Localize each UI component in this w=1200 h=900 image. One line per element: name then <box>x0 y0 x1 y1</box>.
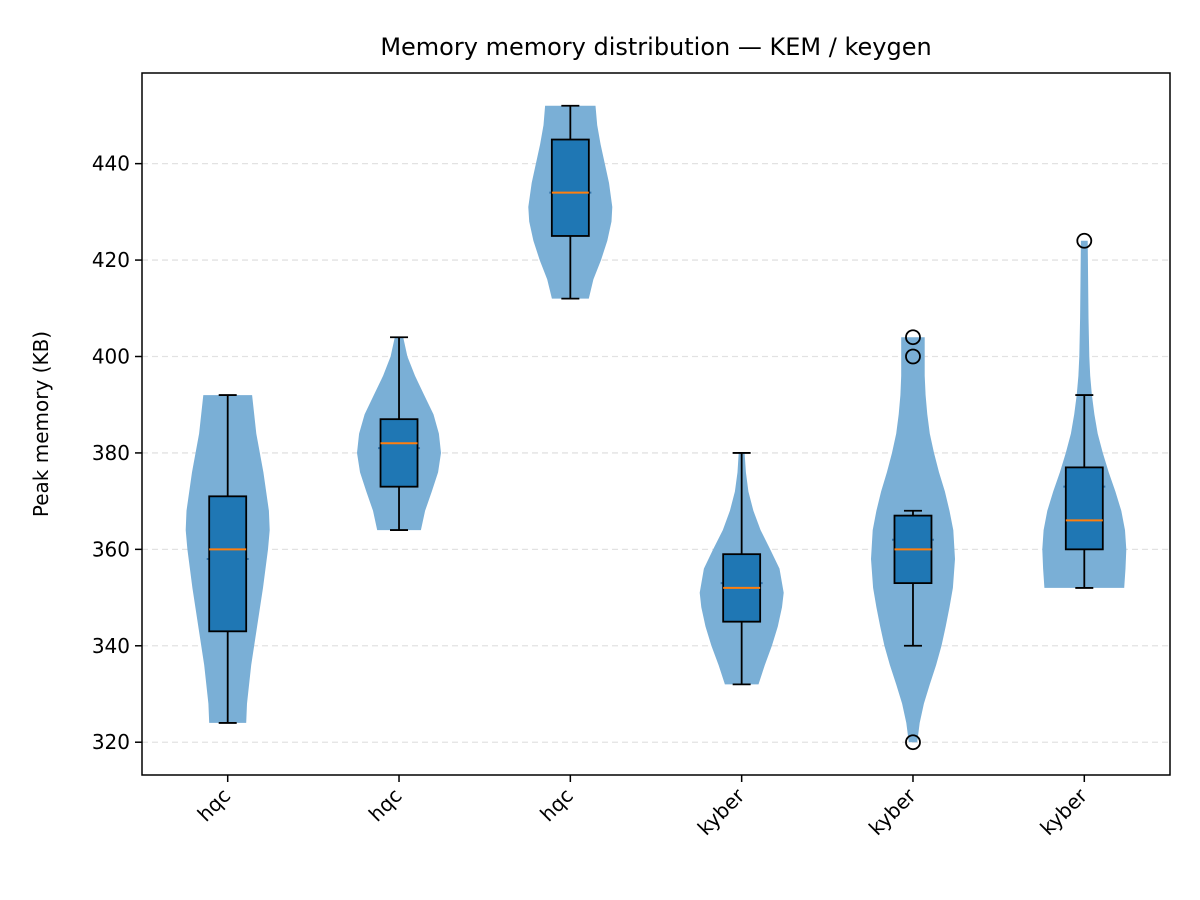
y-axis: 320 340 360 380 400 420 440 <box>92 152 142 754</box>
y-tick-label: 380 <box>92 441 130 465</box>
outlier-point <box>1076 232 1093 249</box>
box <box>550 138 590 237</box>
y-axis-title: Peak memory (KB) <box>29 331 53 517</box>
box <box>208 495 248 633</box>
grid-lines <box>142 162 1170 743</box>
y-tick-label: 440 <box>92 152 130 176</box>
box <box>1064 466 1104 551</box>
violin-group <box>357 336 441 531</box>
chart-title: Memory memory distribution — KEM / keyge… <box>380 33 931 61</box>
y-tick-label: 360 <box>92 537 130 561</box>
violin-group <box>185 394 270 724</box>
outlier-point <box>905 734 921 751</box>
outlier-point <box>905 329 921 346</box>
y-tick-label: 320 <box>92 730 130 754</box>
y-tick-label: 420 <box>92 248 130 272</box>
y-tick-label: 400 <box>92 345 130 369</box>
axes-frame <box>141 72 1171 776</box>
y-tick-label: 340 <box>92 634 130 658</box>
violin-group <box>1042 232 1127 589</box>
outlier-point <box>905 348 921 365</box>
violin-group <box>871 329 955 751</box>
violin-group <box>528 104 613 300</box>
plot-area <box>185 104 1127 751</box>
box <box>379 418 419 488</box>
violin-group <box>699 452 784 686</box>
